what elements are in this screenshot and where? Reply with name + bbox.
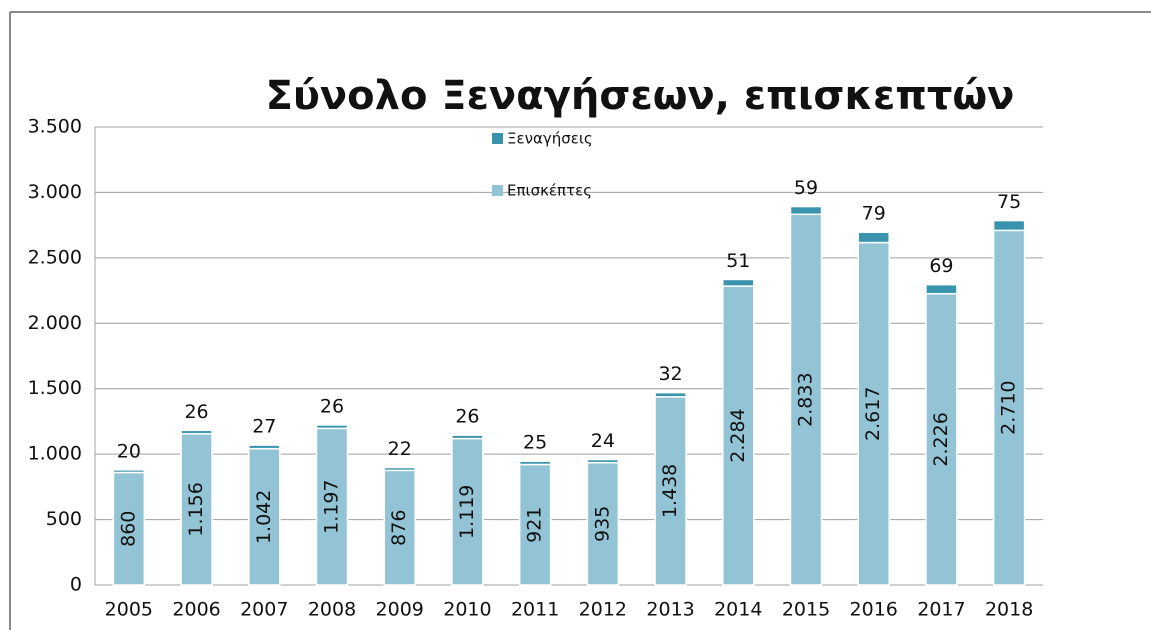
x-tick-label: 2008	[308, 599, 356, 621]
bar-value-label: 1.119	[456, 485, 478, 539]
bar-segment	[789, 205, 823, 216]
bar-value-label: 27	[252, 416, 276, 438]
bar-value-label: 860	[117, 511, 139, 547]
bar-segment	[857, 231, 890, 244]
x-tick-label: 2007	[240, 599, 288, 621]
x-tick-label: 2009	[376, 599, 424, 621]
x-tick-label: 2010	[443, 599, 491, 621]
bar-value-label: 26	[455, 406, 479, 428]
bar-segment	[722, 285, 755, 586]
legend-label: Ξεναγήσεις	[507, 130, 593, 148]
bar-value-label: 75	[997, 191, 1021, 213]
bar-value-label: 25	[523, 432, 547, 454]
bar-value-label: 2.617	[862, 387, 884, 441]
chart-title: Σύνολο Ξεναγήσεων, επισκεπτών	[266, 73, 1015, 119]
legend-label: Επισκέπτες	[507, 182, 592, 200]
bar-segment	[789, 213, 823, 586]
bar-value-label: 1.042	[253, 490, 275, 544]
x-tick-label: 2011	[511, 599, 559, 621]
y-tick-label: 3.500	[28, 116, 82, 138]
bar-value-label: 26	[184, 401, 208, 423]
x-tick-label: 2014	[714, 599, 762, 621]
bar-segment	[112, 469, 146, 474]
bar-segment	[383, 466, 416, 472]
x-tick-label: 2016	[850, 599, 898, 621]
y-tick-label: 0	[70, 574, 82, 596]
bar-value-label: 2.226	[930, 412, 952, 466]
bar-segment	[857, 241, 890, 586]
bar-segment	[451, 434, 484, 440]
bar-value-label: 2.284	[727, 408, 749, 462]
bar-value-label: 1.156	[185, 482, 207, 536]
bar-value-label: 32	[658, 363, 682, 385]
bar-value-label: 26	[320, 395, 344, 417]
bar-segment	[654, 391, 687, 398]
legend-swatch	[492, 133, 503, 144]
bar-value-label: 22	[388, 438, 412, 460]
y-tick-label: 3.000	[28, 181, 82, 203]
x-tick-label: 2006	[172, 599, 220, 621]
y-tick-label: 2.000	[28, 312, 82, 334]
bar-segment	[180, 432, 213, 586]
y-tick-label: 2.500	[28, 246, 82, 268]
x-tick-label: 2013	[646, 599, 694, 621]
bar-segment	[315, 427, 349, 586]
bar-value-label: 59	[794, 177, 818, 199]
bar-segment	[722, 278, 755, 287]
x-tick-label: 2012	[579, 599, 627, 621]
bar-value-label: 20	[117, 440, 141, 462]
bar-segment	[180, 429, 213, 435]
x-tick-label: 2018	[985, 599, 1033, 621]
bar-segment	[315, 424, 349, 430]
bar-value-label: 1.438	[659, 464, 681, 518]
bar-segment	[248, 447, 281, 586]
bar-value-label: 79	[862, 203, 886, 225]
y-tick-label: 1.500	[28, 377, 82, 399]
y-tick-label: 500	[46, 508, 82, 530]
bar-segment	[992, 219, 1026, 232]
bar-value-label: 935	[591, 506, 613, 542]
legend-swatch	[492, 185, 503, 196]
bar-value-label: 876	[388, 510, 410, 546]
bar-segment	[248, 444, 281, 450]
bar-value-label: 921	[524, 507, 546, 543]
y-tick-label: 1.000	[28, 443, 82, 465]
bar-segment	[586, 458, 620, 464]
bar-segment	[518, 460, 552, 466]
x-tick-label: 2005	[105, 599, 153, 621]
bar-value-label: 2.710	[998, 380, 1020, 434]
bar-segment	[112, 471, 146, 586]
bar-segment	[925, 292, 958, 586]
bar-segment	[925, 283, 958, 295]
bar-value-label: 69	[929, 255, 953, 277]
x-tick-label: 2017	[917, 599, 965, 621]
bar-value-label: 2.833	[795, 372, 817, 426]
bar-segment	[383, 469, 416, 586]
bar-value-label: 1.197	[321, 479, 343, 533]
x-tick-label: 2015	[782, 599, 830, 621]
bar-value-label: 51	[726, 250, 750, 272]
bar-value-label: 24	[591, 430, 615, 452]
